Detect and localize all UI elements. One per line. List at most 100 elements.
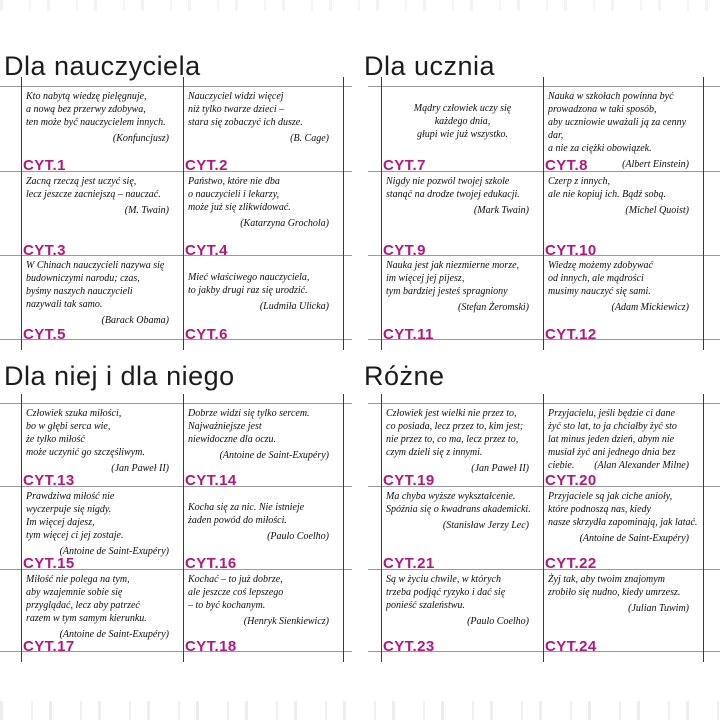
- grid-line: [183, 77, 184, 350]
- quote-card: Człowiek szuka miłości, bo w głębi serca…: [22, 403, 183, 486]
- grid-line: [368, 255, 720, 256]
- section-dla-nauczyciela: Dla nauczyciela Kto nabytą wiedzę pielęg…: [0, 51, 360, 352]
- grid-line: [368, 86, 720, 87]
- grid-line: [543, 77, 544, 350]
- quote-card: W Chinach nauczycieli nazywa się budowni…: [22, 255, 183, 340]
- quote-text: Kochać – to już dobrze, ale jeszcze coś …: [188, 574, 284, 611]
- quote-text: W Chinach nauczycieli nazywa się budowni…: [26, 260, 165, 310]
- quote-author: (Barack Obama): [101, 315, 169, 326]
- quote-id-label: CYT.20: [545, 472, 597, 486]
- quote-id-label: CYT.5: [23, 326, 66, 340]
- quote-card: Czerp z innych, ale nie kopiuj ich. Bądź…: [544, 171, 703, 256]
- quote-author: (Adam Mickiewicz): [611, 302, 689, 313]
- quote-author: (Jan Paweł II): [111, 463, 169, 474]
- quote-text: Żyj tak, aby twoim znajomym zrobiło się …: [548, 574, 681, 598]
- card-grid: Człowiek jest wielki nie przez to, co po…: [362, 394, 720, 662]
- quote-text: Nauka jest jak niezmierne morze, im więc…: [386, 260, 520, 297]
- quote-card: Prawdziwa miłość nie wyczerpuje się nigd…: [22, 486, 183, 569]
- quote-id-label: CYT.15: [23, 555, 75, 569]
- grid-line: [543, 394, 544, 662]
- quote-text: Mieć właściwego nauczyciela, to jakby dr…: [188, 271, 310, 296]
- quote-card: Nauka jest jak niezmierne morze, im więc…: [382, 255, 543, 340]
- quote-id-label: CYT.6: [185, 326, 228, 340]
- quote-id-label: CYT.12: [545, 326, 597, 340]
- quote-card: Nigdy nie pozwól twojej szkole stanąć na…: [382, 171, 543, 256]
- quote-card: Dobrze widzi się tylko sercem. Najważnie…: [184, 403, 343, 486]
- grid-line: [183, 394, 184, 662]
- quote-card: Człowiek jest wielki nie przez to, co po…: [382, 403, 543, 486]
- quote-id-label: CYT.18: [185, 638, 237, 652]
- quote-author: (Paulo Coelho): [467, 616, 529, 627]
- grid-line: [368, 171, 720, 172]
- quote-card: Nauczyciel widzi więcej niż tylko twarze…: [184, 86, 343, 171]
- quote-author: (Antoine de Saint-Exupéry): [219, 450, 329, 461]
- card-grid: Mądry człowiek uczy się każdego dnia, gł…: [362, 77, 720, 350]
- quote-card: Żyj tak, aby twoim znajomym zrobiło się …: [544, 569, 703, 652]
- grid-line: [0, 255, 352, 256]
- quote-id-label: CYT.13: [23, 472, 75, 486]
- quote-text: Kocha się za nic. Nie istnieje żaden pow…: [188, 501, 305, 526]
- quote-card: Mądry człowiek uczy się każdego dnia, gł…: [382, 86, 543, 172]
- grid-line: [368, 339, 720, 340]
- quote-text: Są w życiu chwile, w których trzeba podj…: [386, 574, 506, 611]
- quote-id-label: CYT.9: [383, 242, 426, 256]
- quote-author: (Albert Einstein): [622, 159, 689, 170]
- quote-text: Ma chyba wyższe wykształcenie. Spóźnia s…: [386, 491, 531, 515]
- grid-line: [0, 86, 352, 87]
- section-rozne: Różne Człowiek jest wielki nie przez to,…: [362, 361, 720, 662]
- quote-id-label: CYT.7: [383, 157, 426, 171]
- section-title-dla-niej-i-dla-niego: Dla niej i dla niego: [4, 361, 235, 391]
- quote-author: (Mark Twain): [473, 205, 529, 216]
- quote-card: Kocha się za nic. Nie istnieje żaden pow…: [184, 486, 343, 570]
- quote-card: Państwo, które nie dba o nauczycieli i l…: [184, 171, 343, 256]
- quote-card: Ma chyba wyższe wykształcenie. Spóźnia s…: [382, 486, 543, 569]
- quote-author: (Michel Quoist): [625, 205, 689, 216]
- quote-id-label: CYT.17: [23, 638, 75, 652]
- quote-id-label: CYT.19: [383, 472, 435, 486]
- quote-text: Dobrze widzi się tylko sercem. Najważnie…: [188, 408, 310, 445]
- quote-text: Człowiek jest wielki nie przez to, co po…: [386, 408, 524, 458]
- section-title-dla-ucznia: Dla ucznia: [364, 51, 496, 81]
- quote-card: Przyjaciele są jak ciche anioły, które p…: [544, 486, 703, 569]
- grid-line: [0, 486, 352, 487]
- grid-line: [0, 171, 352, 172]
- quote-id-label: CYT.3: [23, 242, 66, 256]
- quote-text: Czerp z innych, ale nie kopiuj ich. Bądź…: [548, 176, 667, 200]
- quote-author: (Antoine de Saint-Exupéry): [579, 533, 689, 544]
- quote-id-label: CYT.8: [545, 157, 588, 171]
- quote-card: Zacną rzeczą jest uczyć się, lecz jeszcz…: [22, 171, 183, 256]
- grid-line: [381, 77, 382, 350]
- grid-line: [0, 651, 352, 652]
- grid-line: [343, 77, 344, 350]
- grid-line: [368, 569, 720, 570]
- grid-line: [368, 403, 720, 404]
- quote-text: Człowiek szuka miłości, bo w głębi serca…: [26, 408, 145, 458]
- card-grid: Kto nabytą wiedzę pielęgnuje, a nową bez…: [0, 77, 360, 350]
- quote-card: Miłość nie polega na tym, aby wzajemnie …: [22, 569, 183, 652]
- quote-id-label: CYT.16: [185, 555, 237, 569]
- quote-card: Kochać – to już dobrze, ale jeszcze coś …: [184, 569, 343, 652]
- quote-author: (M. Twain): [124, 205, 169, 216]
- quote-author: (Antoine de Saint-Exupéry): [59, 629, 169, 640]
- quote-text: Miłość nie polega na tym, aby wzajemnie …: [26, 574, 147, 624]
- grid-line: [21, 77, 22, 350]
- quote-author: (Julian Tuwim): [628, 603, 689, 614]
- quote-id-label: CYT.10: [545, 242, 597, 256]
- quote-text: Przyjaciele są jak ciche anioły, które p…: [548, 491, 698, 528]
- quote-card: Mieć właściwego nauczyciela, to jakby dr…: [184, 255, 343, 341]
- quote-author: (Jan Paweł II): [471, 463, 529, 474]
- card-grid: Człowiek szuka miłości, bo w głębi serca…: [0, 394, 360, 662]
- quote-text: Zacną rzeczą jest uczyć się, lecz jeszcz…: [26, 176, 161, 200]
- quote-text: Przyjacielu, jeśli będzie ci dane żyć st…: [548, 408, 677, 471]
- grid-line: [343, 394, 344, 662]
- section-dla-niej-i-dla-niego: Dla niej i dla niego Człowiek szuka miło…: [0, 361, 360, 662]
- quote-text: Państwo, które nie dba o nauczycieli i l…: [188, 176, 291, 213]
- quote-author: (Ludmiła Ulicka): [259, 300, 329, 312]
- grid-line: [703, 394, 704, 662]
- grid-line: [368, 486, 720, 487]
- quote-card: Wiedzę możemy zdobywać od innych, ale mą…: [544, 255, 703, 340]
- quote-text: Nauczyciel widzi więcej niż tylko twarze…: [188, 91, 303, 128]
- section-title-rozne: Różne: [364, 361, 445, 391]
- quote-id-label: CYT.14: [185, 472, 237, 486]
- grid-line: [0, 403, 352, 404]
